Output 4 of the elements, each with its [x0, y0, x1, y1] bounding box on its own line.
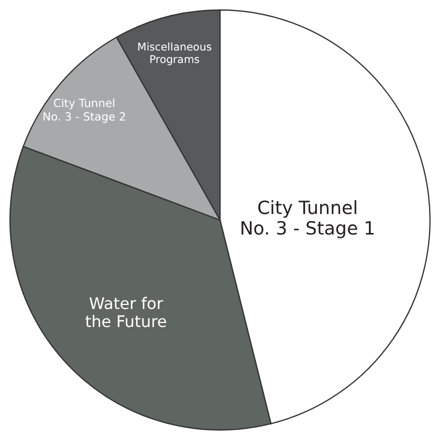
slice-label: City Tunnel No. 3 - Stage 2: [42, 97, 126, 124]
slice-label: City Tunnel No. 3 - Stage 1: [240, 198, 376, 240]
slice-label: Miscellaneous Programs: [137, 40, 212, 66]
slice-label: Water for the Future: [85, 294, 167, 331]
